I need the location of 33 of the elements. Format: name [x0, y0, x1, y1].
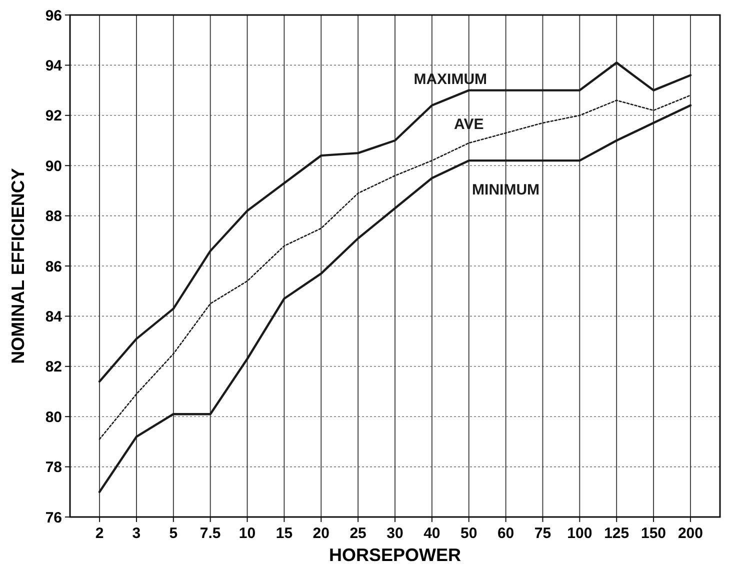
x-tick-label: 50	[460, 525, 478, 542]
y-tick-label: 80	[45, 408, 62, 426]
x-tick-label: 3	[132, 525, 141, 542]
y-tick-label: 82	[45, 358, 62, 376]
x-tick-label: 30	[386, 525, 404, 542]
x-tick-label: 10	[238, 525, 256, 542]
y-tick-label: 92	[45, 108, 62, 125]
x-tick-label: 7.5	[200, 525, 221, 542]
x-tick-label: 15	[276, 525, 293, 542]
x-tick-label: 5	[169, 525, 178, 542]
y-tick-label: 84	[45, 308, 63, 326]
x-tick-label: 20	[312, 525, 330, 542]
x-tick-label: 150	[641, 525, 666, 542]
y-tick-label: 96	[45, 7, 62, 24]
x-tick-label: 75	[534, 525, 552, 542]
x-tick-label: 25	[350, 525, 366, 542]
line-series	[98, 94, 692, 440]
line-series	[98, 104, 692, 493]
x-tick-label: 60	[497, 525, 514, 542]
x-tick-label: 2	[95, 525, 104, 542]
y-tick-label: 94	[45, 57, 63, 74]
x-tick-label: 40	[424, 525, 440, 542]
x-tick-label: 200	[678, 525, 703, 542]
y-tick-label: 86	[45, 258, 62, 276]
y-axis-title: NOMINAL EFFICIENCY	[8, 168, 28, 364]
y-tick-label: 90	[45, 158, 62, 175]
x-tick-label: 125	[604, 525, 630, 542]
y-tick-label: 88	[45, 208, 62, 226]
y-tick-label: 78	[45, 459, 62, 476]
x-tick-label: 100	[567, 525, 592, 542]
line-series	[98, 62, 692, 383]
y-tick-label: 76	[45, 509, 62, 526]
x-axis-title: HORSEPOWER	[328, 545, 462, 565]
